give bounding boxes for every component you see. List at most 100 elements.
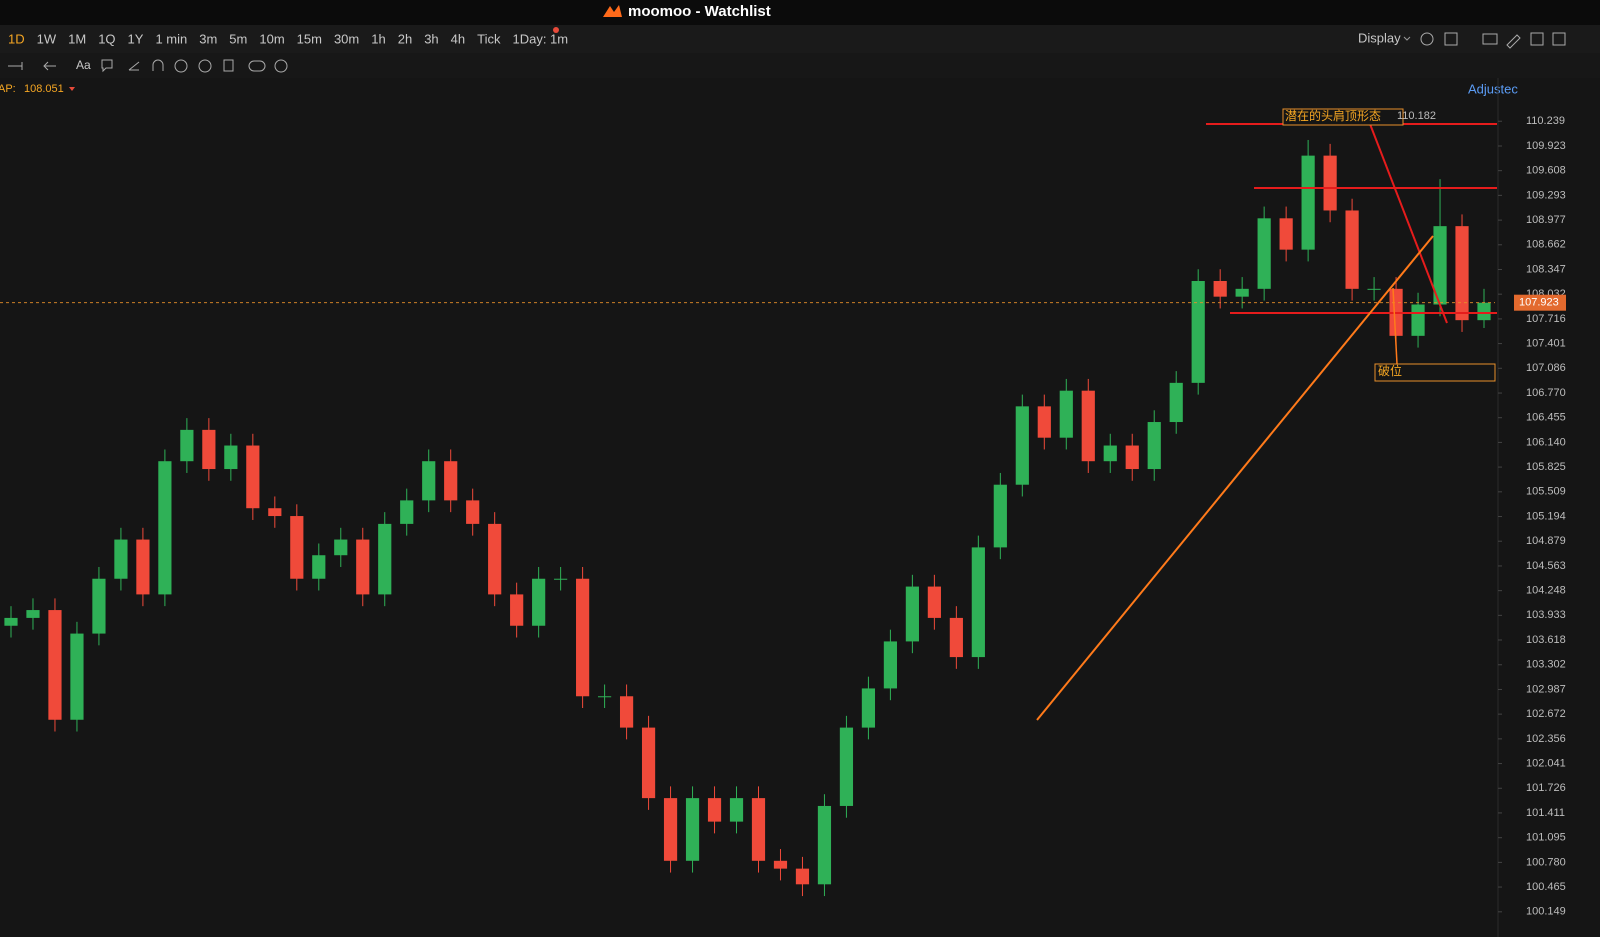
y-tick-label: 105.194 — [1526, 510, 1566, 522]
candle-body — [949, 617, 963, 658]
adjust-menu[interactable]: Adjustec — [1468, 81, 1518, 96]
candle-body — [685, 798, 700, 861]
candle-body — [729, 798, 744, 822]
candle-body — [202, 429, 216, 470]
candle-body — [290, 516, 304, 579]
period-tab[interactable]: 2h — [398, 31, 412, 46]
camera-icon[interactable] — [1482, 33, 1498, 45]
candle-body — [334, 539, 348, 556]
last-price-tag — [1514, 294, 1566, 311]
y-tick-label: 107.086 — [1526, 362, 1566, 374]
period-toolbar — [0, 25, 1600, 53]
candle-body — [576, 578, 590, 697]
display-menu[interactable]: Display — [1358, 30, 1401, 45]
tool-icon[interactable] — [101, 59, 113, 73]
candle-body — [993, 484, 1007, 548]
tool-icon[interactable] — [152, 59, 164, 71]
candle-body — [136, 539, 150, 595]
candle-body — [927, 586, 941, 618]
text-tool[interactable]: Aa — [76, 58, 91, 72]
candle-body — [356, 539, 370, 595]
candle-body — [554, 578, 568, 580]
y-tick-label: 105.509 — [1526, 486, 1566, 498]
candle-body — [1213, 280, 1227, 297]
period-tab[interactable]: 1Day: 1m — [512, 31, 568, 46]
candle-body — [4, 617, 18, 626]
period-tab[interactable]: 1D — [8, 31, 25, 46]
tool-icon[interactable] — [248, 60, 266, 72]
period-tab[interactable]: 3m — [199, 31, 217, 46]
candle-body — [1081, 390, 1095, 462]
candle-body — [1015, 406, 1029, 485]
candle-body — [619, 696, 634, 728]
candle-body — [1103, 445, 1117, 462]
y-tick-label: 110.239 — [1526, 115, 1565, 127]
y-tick-label: 100.780 — [1526, 856, 1566, 868]
candle-body — [180, 429, 194, 462]
y-tick-label: 101.726 — [1526, 782, 1566, 794]
candle-body — [1257, 218, 1271, 289]
drawing-tools — [8, 59, 288, 73]
candle-body — [1169, 382, 1183, 423]
period-tab[interactable]: 1M — [68, 31, 86, 46]
y-tick-label: 103.618 — [1526, 634, 1566, 646]
settings-icon[interactable] — [1420, 32, 1434, 46]
tool-icon[interactable] — [43, 61, 56, 71]
y-tick-label: 108.347 — [1526, 263, 1566, 275]
candle-body — [114, 539, 128, 579]
y-tick-label: 100.149 — [1526, 906, 1566, 918]
tool-icon[interactable] — [223, 59, 234, 72]
y-tick-label: 108.977 — [1526, 214, 1566, 226]
sidebar-icon[interactable] — [1552, 32, 1566, 46]
period-tab[interactable]: 1 min — [155, 31, 187, 46]
period-tab[interactable]: 10m — [259, 31, 284, 46]
indicator-value: 108.051 — [24, 83, 64, 95]
fullscreen-icon[interactable] — [1530, 32, 1544, 46]
candle-body — [751, 798, 766, 861]
drawing-toolbar — [0, 53, 1600, 78]
notification-dot — [553, 27, 559, 33]
y-tick-label: 104.879 — [1526, 535, 1566, 547]
candle-body — [488, 523, 502, 595]
y-tick-label: 107.401 — [1526, 338, 1566, 350]
indicator-arrow — [69, 87, 75, 91]
period-tab[interactable]: 5m — [229, 31, 247, 46]
period-tab[interactable]: Tick — [477, 31, 501, 46]
y-tick-label: 105.825 — [1526, 461, 1566, 473]
period-tab[interactable]: 4h — [451, 31, 465, 46]
trend-line — [1036, 235, 1434, 721]
window-title: moomoo - Watchlist — [628, 3, 771, 20]
annotation-box — [1282, 108, 1404, 126]
candle-body — [1455, 226, 1469, 321]
candle-body — [444, 461, 458, 501]
candle-body — [1301, 155, 1315, 250]
tool-icon[interactable] — [274, 59, 288, 73]
tool-icon[interactable] — [8, 62, 23, 70]
period-tab[interactable]: 1W — [37, 31, 57, 46]
candle-body — [1147, 422, 1161, 470]
candle-body — [1059, 390, 1073, 438]
period-tab[interactable]: 1Q — [98, 31, 115, 46]
draw-icon[interactable] — [1506, 34, 1521, 49]
y-tick-label: 104.248 — [1526, 585, 1566, 597]
period-tab[interactable]: 3h — [424, 31, 438, 46]
annotation: 破位 — [1378, 363, 1402, 378]
candle-body — [532, 578, 546, 626]
y-tick-label: 101.095 — [1526, 832, 1566, 844]
period-tab[interactable]: 1Y — [128, 31, 144, 46]
candle-body — [48, 610, 62, 720]
tool-icon[interactable] — [198, 59, 212, 73]
period-tab[interactable]: 15m — [297, 31, 322, 46]
candle-body — [1125, 445, 1139, 470]
candle-body — [641, 727, 656, 799]
period-tab[interactable]: 1h — [371, 31, 385, 46]
app-logo — [603, 5, 622, 17]
layout-icon[interactable] — [1444, 32, 1458, 46]
candle-body — [1279, 218, 1293, 250]
tool-icon[interactable] — [128, 61, 140, 71]
y-tick-label: 102.672 — [1526, 708, 1566, 720]
period-tab[interactable]: 30m — [334, 31, 359, 46]
tool-icon[interactable] — [174, 59, 188, 73]
y-tick-label: 106.140 — [1526, 436, 1566, 448]
